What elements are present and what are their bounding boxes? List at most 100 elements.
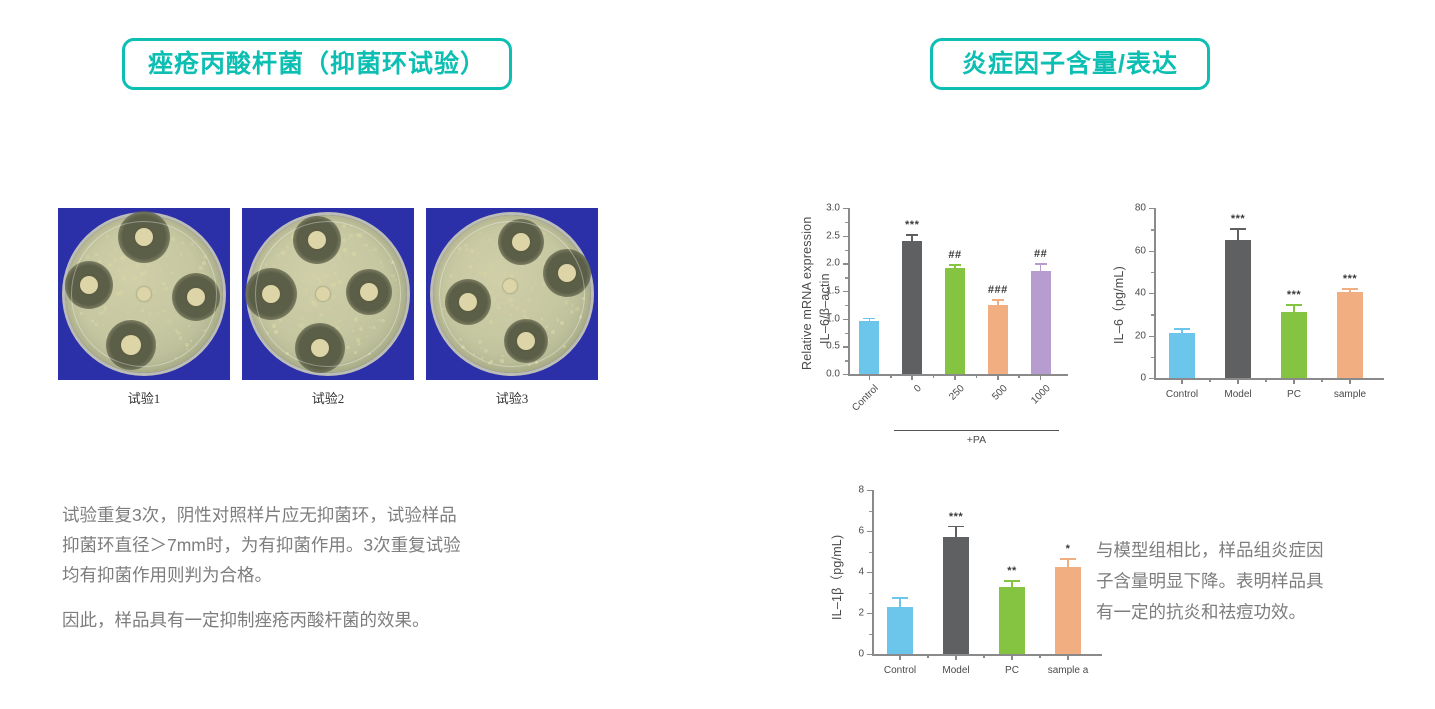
colony-dot [482, 289, 485, 293]
colony-dot [199, 302, 205, 307]
y-axis-minor-tick [1151, 229, 1154, 231]
colony-dot [515, 307, 518, 310]
x-axis-minor-tick [1321, 379, 1323, 382]
colony-dot [464, 243, 468, 248]
x-axis-label: Control [1165, 389, 1199, 400]
colony-dot [508, 298, 513, 303]
colony-dot [199, 272, 204, 277]
petri-dish-cell: 试验1 [58, 208, 230, 407]
y-axis-minor-tick [869, 592, 872, 594]
y-axis-tick [867, 572, 872, 574]
colony-dot [541, 318, 544, 321]
colony-dot [98, 262, 101, 264]
colony-dot [560, 278, 562, 281]
colony-dot [336, 353, 340, 357]
error-bar [1237, 228, 1239, 240]
colony-dot [481, 356, 485, 360]
colony-dot [154, 245, 158, 248]
colony-dot [518, 336, 520, 339]
paragraph-inflammatory-conclusion: 与模型组相比，样品组炎症因 子含量明显下降。表明样品具 有一定的抗炎和祛痘功效。 [1096, 540, 1324, 622]
colony-dot [551, 329, 556, 334]
colony-dot [127, 319, 131, 322]
colony-dot [543, 261, 548, 266]
colony-dot [181, 241, 184, 245]
colony-dot [372, 325, 376, 330]
colony-dot [522, 309, 526, 314]
colony-dot [571, 303, 575, 307]
agar-plate [245, 215, 407, 373]
colony-dot [532, 336, 535, 340]
section-title-badge-inflammatory: 炎症因子含量/表达 [930, 38, 1210, 90]
colony-dot [79, 312, 83, 316]
colony-dot [104, 310, 107, 313]
section-title-text: 痤疮丙酸杆菌（抑菌环试验） [147, 49, 486, 78]
colony-dot [83, 304, 87, 308]
x-axis-minor-tick [890, 375, 892, 378]
colony-dot [200, 329, 203, 332]
colony-dot [458, 246, 463, 251]
colony-dot [356, 306, 360, 311]
inhibition-zone [118, 211, 170, 264]
agar-plate [433, 215, 592, 373]
y-axis-minor-tick [845, 277, 848, 279]
colony-dot [296, 259, 299, 262]
colony-dot [576, 264, 578, 267]
colony-dot [325, 298, 329, 302]
error-bar-cap [1286, 304, 1302, 306]
colony-dot [120, 296, 123, 298]
y-axis-title: IL–1β（pg/mL) [830, 534, 844, 620]
colony-dot [329, 259, 332, 262]
colony-dot [448, 273, 453, 278]
colony-dot [480, 347, 483, 349]
colony-dot [365, 295, 370, 301]
colony-dot [122, 340, 126, 344]
bar-control [887, 606, 913, 654]
inhibition-zone [64, 260, 113, 309]
colony-dot [388, 260, 391, 262]
x-axis-line [872, 654, 1102, 656]
colony-dot [205, 277, 210, 282]
colony-dot [469, 314, 473, 317]
colony-dot [566, 295, 569, 298]
colony-dot [265, 310, 268, 313]
colony-dot [332, 255, 335, 258]
error-bar-cap [949, 264, 961, 267]
colony-dot [303, 258, 306, 261]
colony-dot [535, 322, 537, 324]
colony-dot [461, 298, 464, 301]
colony-dot [581, 283, 583, 285]
y-axis-tick [1149, 250, 1154, 252]
colony-dot [376, 292, 379, 295]
x-axis-tick [1293, 379, 1295, 384]
y-axis-tick-label: 0 [858, 648, 864, 660]
x-axis-tick [1011, 655, 1013, 660]
error-bar [868, 317, 871, 321]
colony-dot [332, 264, 335, 268]
colony-dot [362, 243, 365, 247]
colony-dot [527, 298, 531, 302]
colony-dot [457, 251, 461, 255]
sample-disc [517, 332, 536, 351]
error-bar-cap [863, 317, 876, 320]
colony-dot [338, 319, 341, 322]
chart-il6-mrna-expression: 0.0 0.5 1.0 1.5 2.0 2.5 3.0 Relative mRNA expre… [786, 196, 1068, 446]
colony-dot [471, 258, 473, 261]
colony-dot [372, 247, 377, 252]
colony-dot [521, 233, 524, 236]
colony-dot [123, 269, 126, 272]
colony-dot [391, 261, 394, 265]
colony-dot [513, 300, 515, 303]
colony-dot [178, 336, 183, 340]
colony-dot [143, 327, 145, 330]
colony-dot [255, 289, 260, 294]
colony-dot [477, 340, 482, 344]
colony-dot [357, 233, 363, 238]
y-axis-tick-label: 2.5 [826, 230, 840, 242]
colony-dot [170, 270, 174, 274]
y-axis-tick-label: 80 [1134, 202, 1146, 214]
colony-dot [381, 319, 385, 323]
colony-dot [489, 264, 493, 268]
y-axis-tick-label: 60 [1134, 245, 1146, 256]
colony-dot [120, 255, 125, 261]
sample-disc [79, 275, 98, 294]
